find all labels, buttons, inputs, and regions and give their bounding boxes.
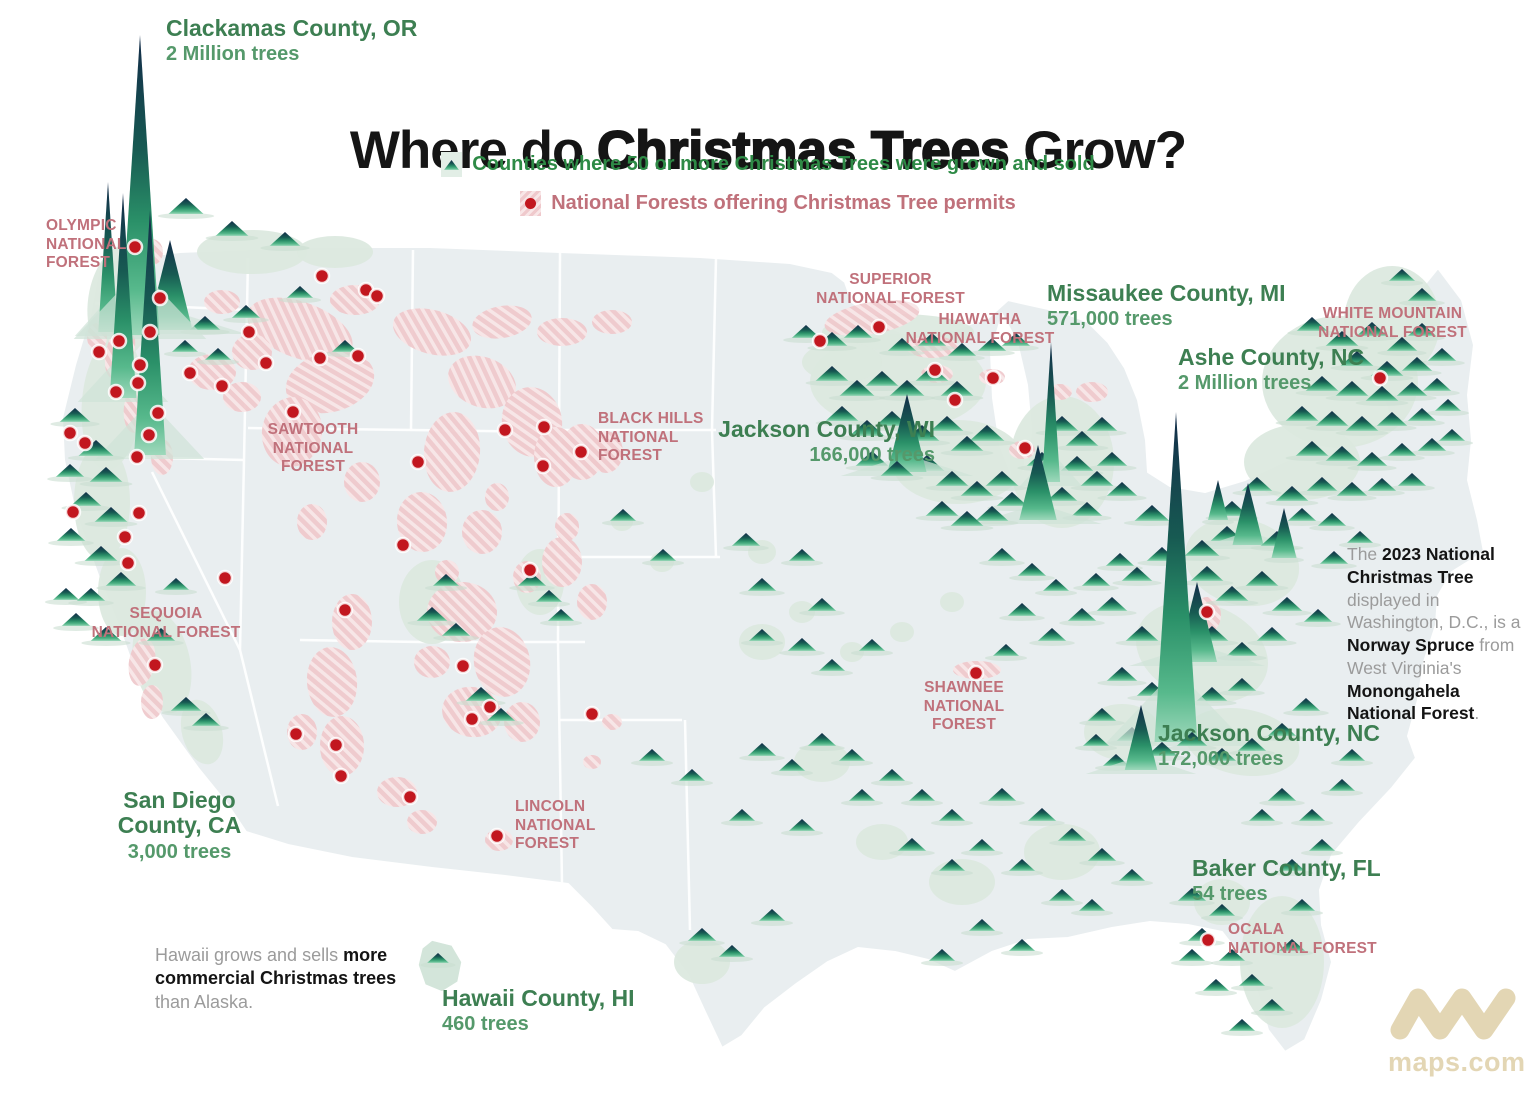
tree-icon — [444, 159, 460, 170]
forest-label-black-hills: BLACK HILLS NATIONAL FOREST — [598, 410, 704, 465]
national-tree-note: The 2023 National Christmas Tree display… — [1347, 544, 1521, 724]
legend-row-counties: Counties where 50 or more Christmas Tree… — [0, 152, 1536, 177]
legend-county-label: Counties where 50 or more Christmas Tree… — [472, 153, 1095, 175]
forest-label-lincoln: LINCOLN NATIONAL FOREST — [515, 798, 596, 853]
page-title: Where do Christmas Trees Grow? — [0, 120, 1536, 181]
forest-label-sawtooth: SAWTOOTH NATIONAL FOREST — [267, 421, 359, 476]
county-label-jackson-nc: Jackson County, NC 172,000 trees — [1158, 720, 1380, 771]
state-borders — [79, 249, 720, 931]
hawaii-note: Hawaii grows and sells more commercial C… — [155, 945, 397, 1012]
legend-row-forests: National Forests offering Christmas Tree… — [0, 191, 1536, 216]
county-swatch-icon — [441, 152, 463, 177]
county-label-baker: Baker County, FL 54 trees — [1192, 855, 1381, 906]
mapscom-mark-icon — [1390, 988, 1516, 1040]
title-post: Grow? — [1009, 120, 1187, 180]
county-label-missaukee: Missaukee County, MI 571,000 trees — [1047, 280, 1286, 331]
red-dot-icon — [525, 198, 537, 209]
forest-label-superior: SUPERIOR NATIONAL FOREST — [816, 271, 965, 307]
title-pre: Where do — [349, 120, 598, 180]
forest-label-ocala: OCALA NATIONAL FOREST — [1228, 921, 1377, 957]
county-label-clackamas: Clackamas County, OR 2 Million trees — [166, 15, 418, 66]
county-label-san-diego: San Diego County, CA 3,000 trees — [117, 787, 242, 863]
legend-forest-label: National Forests offering Christmas Tree… — [551, 192, 1016, 214]
forest-label-hiawatha: HIAWATHA NATIONAL FOREST — [905, 311, 1055, 347]
forest-label-shawnee: SHAWNEE NATIONAL FOREST — [923, 679, 1005, 734]
mapscom-logo: maps.com — [1388, 988, 1530, 1078]
county-label-ashe: Ashe County, NC 2 Million trees — [1178, 344, 1365, 395]
county-label-jackson-wi: Jackson County, WI 166,000 trees — [718, 416, 935, 467]
mapscom-wordmark: maps.com — [1388, 1047, 1526, 1077]
forest-label-sequoia: SEQUOIA NATIONAL FOREST — [91, 605, 241, 641]
county-label-hawaii: Hawaii County, HI 460 trees — [442, 985, 635, 1036]
title-bold: Christmas Trees — [596, 120, 1010, 181]
forest-swatch-icon — [520, 191, 542, 216]
forest-label-olympic: OLYMPIC NATIONAL FOREST — [46, 217, 127, 272]
forest-permit-dots — [61, 238, 1389, 949]
forest-label-white-mountain: WHITE MOUNTAIN NATIONAL FOREST — [1318, 305, 1467, 341]
